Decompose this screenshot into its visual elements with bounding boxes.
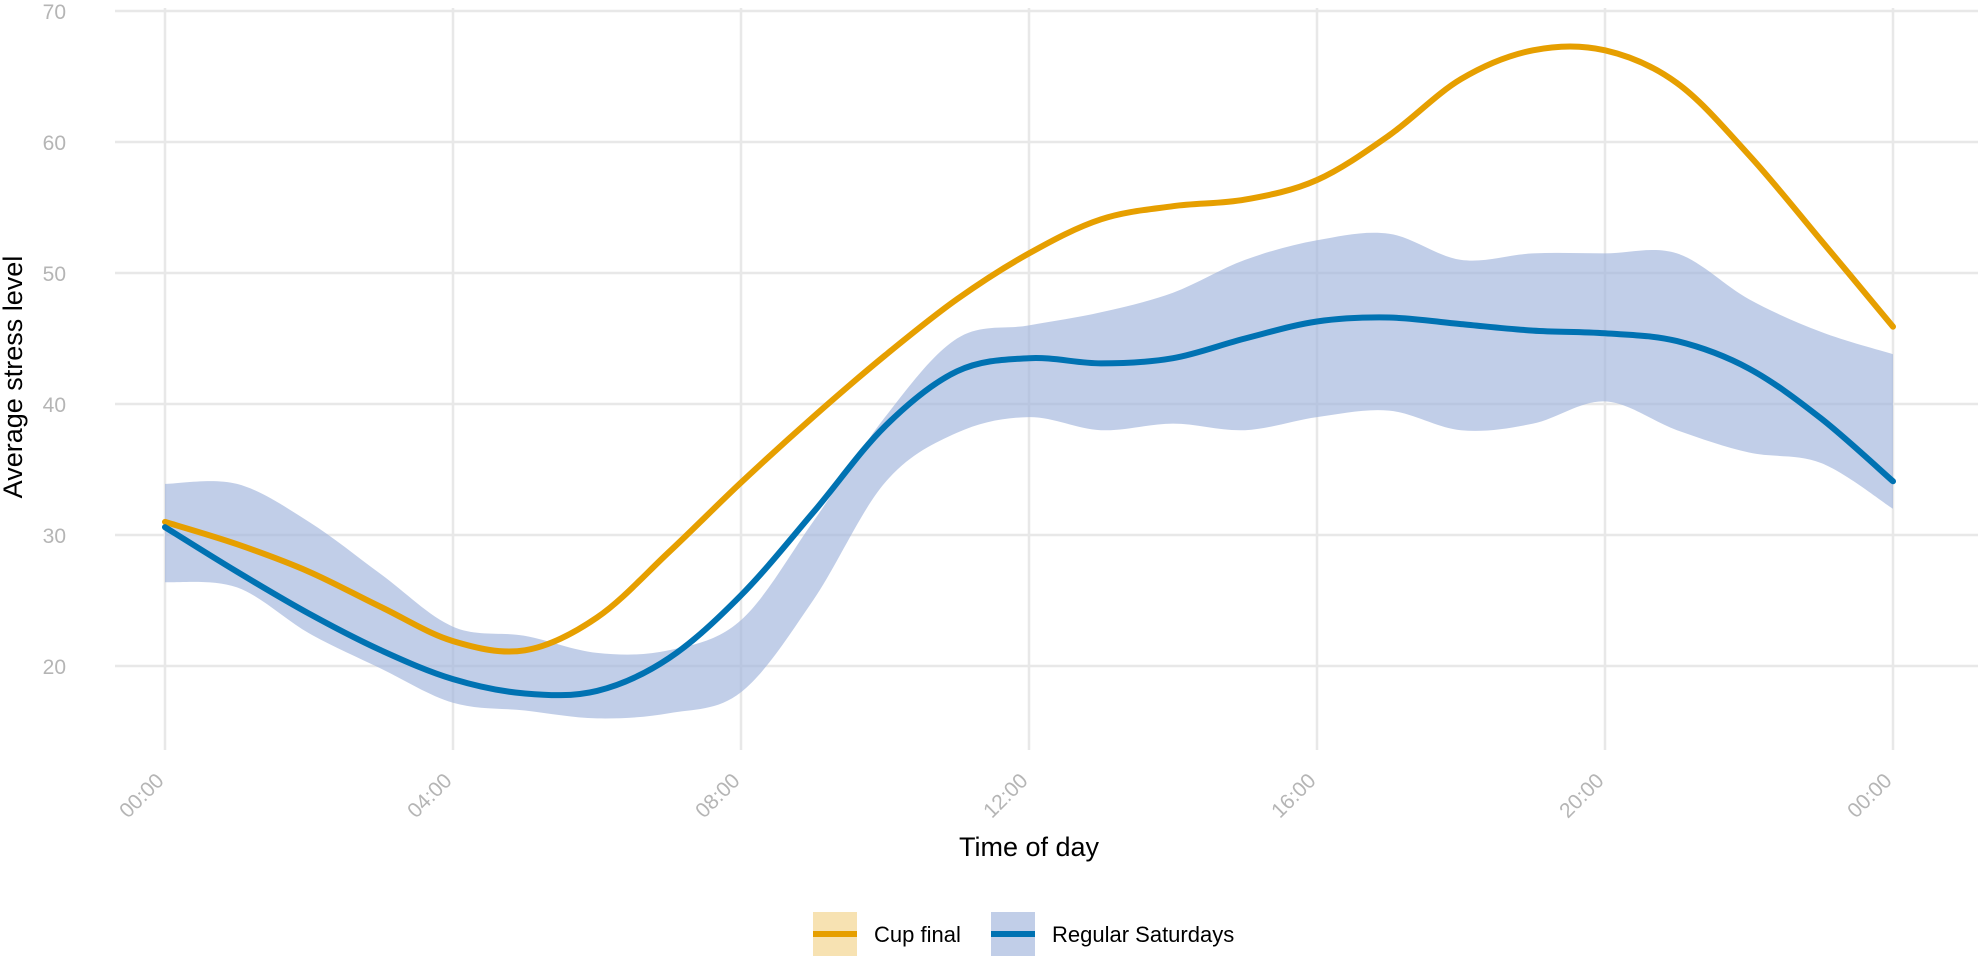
legend-item-cup-final: Cup final: [813, 912, 961, 956]
legend: Cup final Regular Saturdays: [813, 912, 1234, 956]
y-tick-label: 50: [43, 263, 66, 286]
series-line-cup-final: [162, 43, 1896, 655]
series-line-regular-saturdays: [162, 314, 1896, 699]
legend-label-cup-final: Cup final: [874, 922, 961, 947]
y-axis-ticks: 20 30 40 50 60 70: [43, 1, 66, 679]
x-tick-label: 00:00: [1843, 769, 1896, 822]
y-tick-label: 20: [43, 656, 66, 679]
y-tick-label: 70: [43, 1, 66, 24]
legend-label-regular-saturdays: Regular Saturdays: [1052, 922, 1234, 947]
confidence-bands: [165, 232, 1893, 719]
x-tick-label: 00:00: [115, 769, 168, 822]
series-lines: [162, 43, 1896, 699]
x-tick-label: 04:00: [403, 769, 456, 822]
x-tick-label: 08:00: [691, 769, 744, 822]
ribbon-regular-saturdays: [165, 232, 1893, 719]
legend-item-regular-saturdays: Regular Saturdays: [991, 912, 1234, 956]
y-tick-label: 40: [43, 394, 66, 417]
x-tick-label: 20:00: [1555, 769, 1608, 822]
y-tick-label: 30: [43, 525, 66, 548]
y-tick-label: 60: [43, 132, 66, 155]
x-tick-label: 12:00: [979, 769, 1032, 822]
x-tick-label: 16:00: [1267, 769, 1320, 822]
x-axis-ticks: 00:00 04:00 08:00 12:00 16:00 20:00 00:00: [115, 769, 1896, 822]
x-axis-title: Time of day: [959, 832, 1100, 862]
y-axis-title: Average stress level: [0, 256, 28, 499]
